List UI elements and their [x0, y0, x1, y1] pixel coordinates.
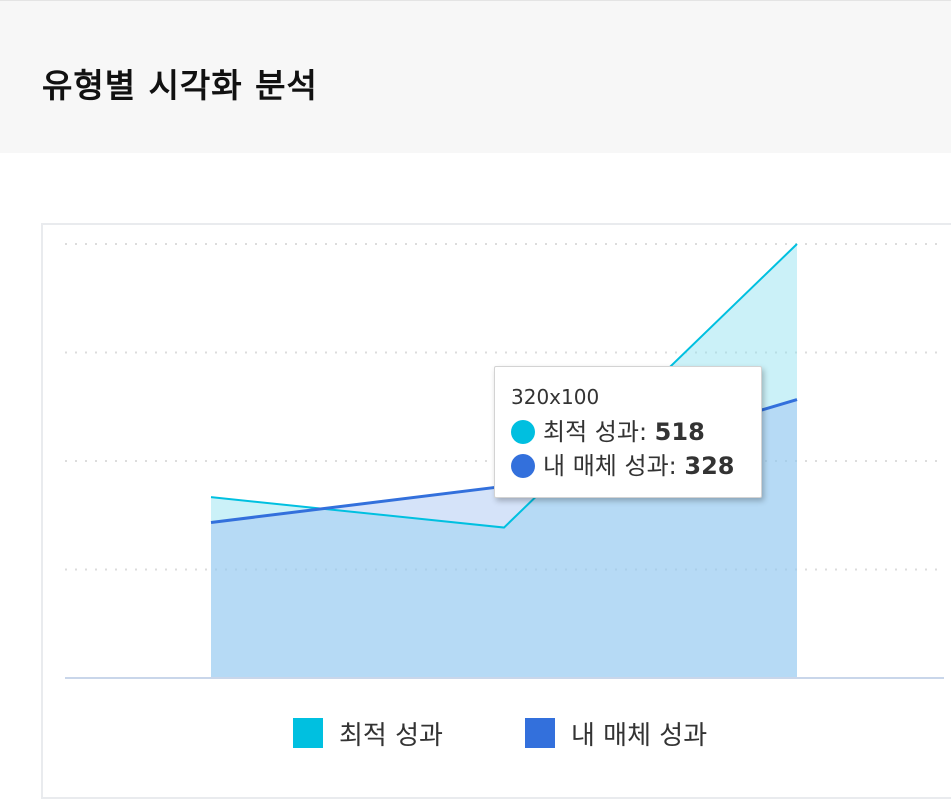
page-title: 유형별 시각화 분석: [42, 66, 318, 105]
tooltip-value-mine: 328: [684, 452, 735, 480]
legend-swatch-mine: [525, 718, 555, 748]
legend-item-mine[interactable]: 내 매체 성과: [525, 718, 707, 752]
chart-tooltip: 320x100 최적 성과: 518 내 매체 성과: 328: [494, 366, 762, 498]
legend-item-optimal[interactable]: 최적 성과: [293, 718, 443, 752]
tooltip-value-optimal: 518: [654, 418, 705, 446]
series-line-0[interactable]: [210, 243, 798, 529]
tooltip-category: 320x100: [511, 385, 600, 409]
tooltip-label-mine: 내 매체 성과:: [543, 452, 685, 480]
tooltip-dot-mine: [511, 454, 535, 478]
chart-card: [41, 223, 951, 799]
tooltip-row-optimal: 최적 성과: 518: [511, 415, 761, 449]
tooltip-row-mine: 내 매체 성과: 328: [511, 449, 761, 483]
page-header: 유형별 시각화 분석: [0, 0, 951, 153]
tooltip-dot-optimal: [511, 420, 535, 444]
legend-swatch-optimal: [293, 718, 323, 748]
tooltip-label-optimal: 최적 성과:: [543, 418, 655, 446]
legend-label-mine: 내 매체 성과: [571, 721, 708, 751]
legend-label-optimal: 최적 성과: [339, 721, 443, 751]
series-area-0: [211, 244, 797, 678]
